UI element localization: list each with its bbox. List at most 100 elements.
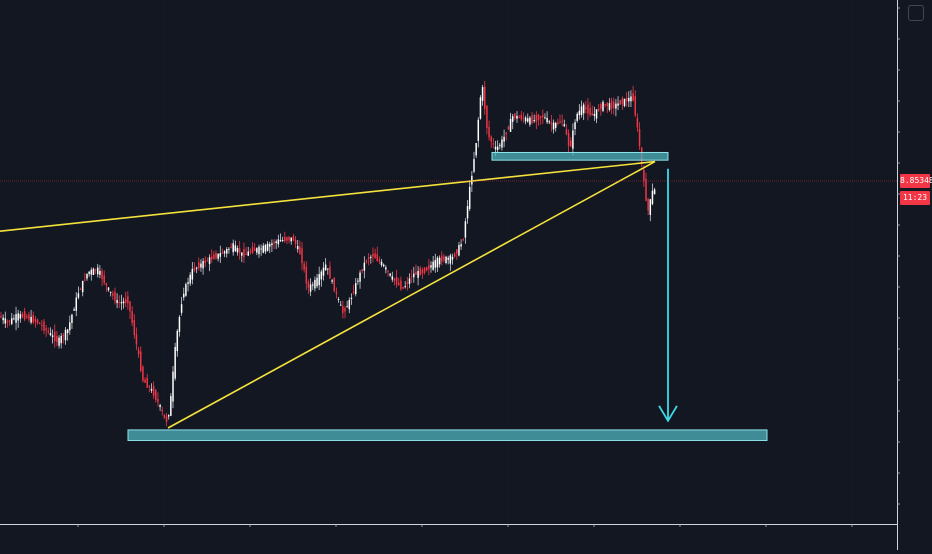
candle-body <box>593 113 596 116</box>
candle-body <box>296 246 299 250</box>
candle-body <box>447 257 449 260</box>
candle-body <box>152 386 155 396</box>
trendlines[interactable] <box>0 160 656 429</box>
candle-body <box>15 314 17 323</box>
candle-body <box>174 346 176 379</box>
candle-body <box>486 105 488 128</box>
projection-arrow[interactable] <box>658 168 678 423</box>
candle-body <box>441 255 443 262</box>
candle-body <box>292 236 295 241</box>
candle-body <box>531 115 533 124</box>
candle-body <box>524 117 527 122</box>
candle-body <box>157 399 159 403</box>
candle-body <box>342 306 344 314</box>
candle-body <box>66 329 69 334</box>
candle-body <box>496 146 499 150</box>
candle-body <box>604 103 606 105</box>
candle-body <box>49 333 52 336</box>
candle-body <box>567 133 570 146</box>
candle-body <box>217 253 219 259</box>
candle-body <box>312 284 314 286</box>
candle-body <box>376 254 378 261</box>
candle-body <box>380 261 383 266</box>
candle-body <box>146 377 148 388</box>
candle-body <box>144 379 146 383</box>
candle-body <box>303 263 305 270</box>
candle-body <box>559 121 561 123</box>
candle-body <box>38 322 41 324</box>
candle-body <box>77 293 80 298</box>
candle-body <box>290 237 292 242</box>
candle-body <box>238 248 241 254</box>
candle-body <box>23 311 26 320</box>
candle-body <box>393 278 396 281</box>
candle-body <box>165 416 168 422</box>
candle-body <box>481 87 484 101</box>
candle-body <box>619 100 621 105</box>
candle-body <box>28 314 30 320</box>
candle-body <box>142 366 144 381</box>
candle-body <box>56 336 58 342</box>
candle-body <box>348 299 351 310</box>
candle-body <box>277 239 280 245</box>
candle-body <box>509 118 512 132</box>
zones[interactable] <box>127 151 768 441</box>
candle-body <box>621 98 624 105</box>
candle-body <box>69 322 71 331</box>
candle-body <box>172 371 174 402</box>
candle-body <box>118 302 120 304</box>
candle-body <box>105 283 108 286</box>
candle-body <box>86 273 88 279</box>
candle-body <box>643 169 645 181</box>
candle-body <box>404 286 406 288</box>
candle-body <box>537 114 540 121</box>
candles <box>0 80 656 427</box>
candle-body <box>438 257 441 265</box>
candle-body <box>26 316 28 318</box>
candle-body <box>51 335 54 337</box>
candle-body <box>281 240 284 242</box>
candle-body <box>187 282 189 284</box>
candle-body <box>410 276 413 278</box>
candle-body <box>116 300 118 304</box>
candle-body <box>587 104 589 114</box>
candle-body <box>473 159 475 172</box>
candle-body <box>606 102 609 107</box>
candle-body <box>378 259 381 262</box>
candle-body <box>234 245 237 252</box>
zone-box-2 <box>127 429 768 441</box>
candle-body <box>589 108 591 115</box>
candle-body <box>361 269 363 272</box>
auto-scale-button[interactable] <box>908 5 924 21</box>
candle-body <box>623 98 626 107</box>
candle-body <box>112 293 114 296</box>
bar-countdown-label: 11:23 <box>900 191 930 205</box>
candle-body <box>352 291 355 294</box>
candle-body <box>256 248 258 253</box>
candle-body <box>542 115 544 117</box>
candle-body <box>591 113 593 116</box>
candle-body <box>415 271 417 275</box>
candle-body <box>527 118 529 122</box>
candle-body <box>595 109 598 119</box>
candle-body <box>518 117 520 119</box>
candle-body <box>47 330 50 333</box>
candle-body <box>370 256 372 258</box>
candle-body <box>400 280 402 290</box>
candle-body <box>632 93 634 101</box>
candle-body <box>425 267 428 271</box>
candle-body <box>249 251 252 253</box>
candle-body <box>468 186 471 209</box>
candle-body <box>60 336 62 344</box>
candle-body <box>576 113 578 121</box>
candle-body <box>90 269 93 275</box>
candle-body <box>417 271 419 278</box>
candle-body <box>479 97 482 119</box>
candle-body <box>535 114 538 122</box>
candle-body <box>484 86 486 110</box>
candle-body <box>462 239 464 241</box>
candle-body <box>477 119 480 141</box>
axes <box>0 0 900 550</box>
